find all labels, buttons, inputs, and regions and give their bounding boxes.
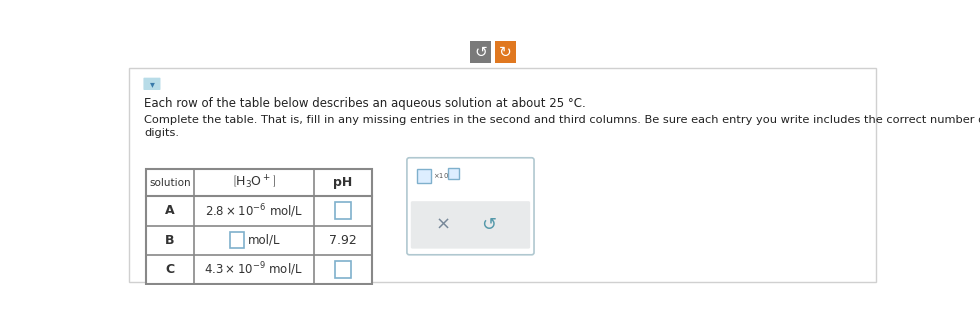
Text: ↺: ↺ xyxy=(474,45,487,60)
Bar xyxy=(469,42,491,63)
Text: $\left[\mathrm{H_3O^+}\right]$: $\left[\mathrm{H_3O^+}\right]$ xyxy=(232,174,275,191)
Bar xyxy=(128,68,876,282)
Bar xyxy=(146,169,372,284)
Text: $2.8 \times 10^{-6}\ \mathrm{mol/L}$: $2.8 \times 10^{-6}\ \mathrm{mol/L}$ xyxy=(205,202,303,220)
FancyBboxPatch shape xyxy=(411,201,530,249)
Text: mol/L: mol/L xyxy=(248,234,280,247)
Text: digits.: digits. xyxy=(144,129,179,139)
Text: ×: × xyxy=(436,216,451,234)
Text: ↺: ↺ xyxy=(481,216,497,234)
Text: $_{\times 10}$: $_{\times 10}$ xyxy=(432,171,449,181)
Text: B: B xyxy=(165,234,174,247)
Bar xyxy=(417,169,431,183)
Bar xyxy=(335,203,351,219)
Bar xyxy=(335,261,351,278)
Text: A: A xyxy=(165,204,174,217)
Text: solution: solution xyxy=(149,178,190,188)
Text: ↻: ↻ xyxy=(499,45,512,60)
Bar xyxy=(495,42,516,63)
Text: ▾: ▾ xyxy=(150,79,155,89)
FancyBboxPatch shape xyxy=(407,158,534,255)
Bar xyxy=(230,232,244,248)
Text: Complete the table. That is, fill in any missing entries in the second and third: Complete the table. That is, fill in any… xyxy=(144,116,980,125)
FancyBboxPatch shape xyxy=(143,78,161,90)
Bar xyxy=(448,168,459,179)
Text: 7.92: 7.92 xyxy=(329,234,357,247)
Text: $4.3 \times 10^{-9}\ \mathrm{mol/L}$: $4.3 \times 10^{-9}\ \mathrm{mol/L}$ xyxy=(205,260,303,278)
Text: Each row of the table below describes an aqueous solution at about 25 °C.: Each row of the table below describes an… xyxy=(144,97,586,110)
Text: pH: pH xyxy=(333,176,353,189)
Text: C: C xyxy=(166,263,174,276)
